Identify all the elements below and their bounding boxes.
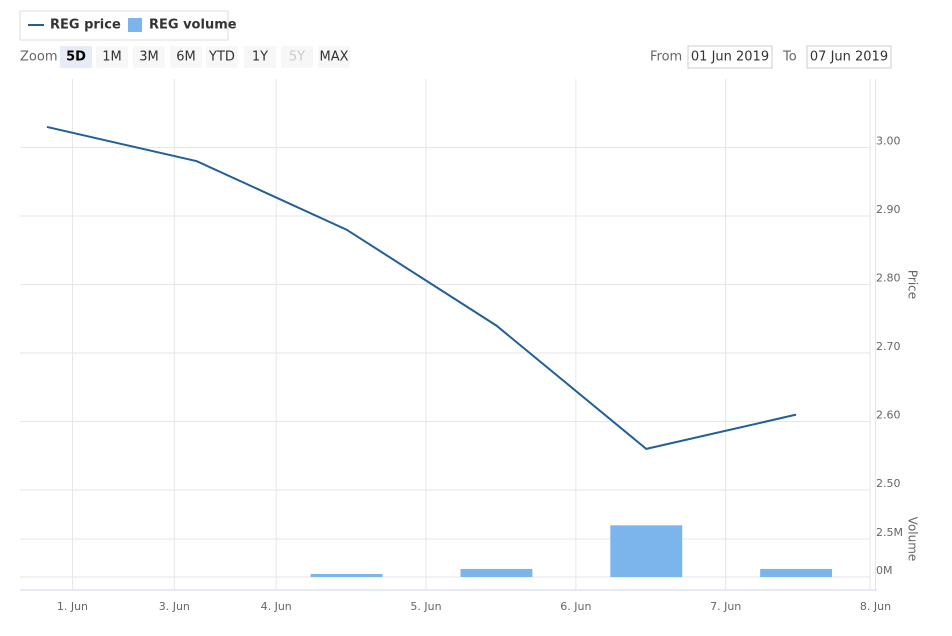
x-tick-label: 4. Jun bbox=[261, 600, 292, 613]
from-input[interactable] bbox=[687, 45, 773, 69]
zoom-button-label[interactable]: MAX bbox=[319, 50, 348, 65]
y-tick-label: 3.00 bbox=[876, 135, 901, 148]
volume-bar bbox=[760, 568, 833, 577]
price-line bbox=[46, 125, 797, 450]
y-tick-label: 2.60 bbox=[876, 409, 901, 422]
x-tick-label: 7. Jun bbox=[710, 600, 741, 613]
x-tick-label: 8. Jun bbox=[860, 600, 891, 613]
zoom-button-label[interactable]: 1Y bbox=[252, 50, 268, 65]
y-tick-label: 2.5M bbox=[876, 526, 903, 539]
y-axis-title: Volume bbox=[906, 517, 920, 562]
volume-bar bbox=[610, 525, 683, 577]
zoom-button-label[interactable]: 1M bbox=[102, 50, 122, 65]
zoom-button-label[interactable]: 6M bbox=[176, 50, 196, 65]
zoom-button bbox=[281, 46, 313, 68]
zoom-button[interactable] bbox=[206, 46, 238, 68]
zoom-button-label: 5Y bbox=[289, 50, 305, 65]
to-value[interactable]: 07 Jun 2019 bbox=[810, 50, 888, 65]
zoom-button-label[interactable]: YTD bbox=[208, 50, 235, 65]
y-tick-label: 2.70 bbox=[876, 340, 901, 353]
zoom-button[interactable] bbox=[133, 46, 165, 68]
to-label: To bbox=[782, 50, 797, 65]
from-label: From bbox=[650, 50, 682, 65]
y-tick-label: 0M bbox=[876, 564, 893, 577]
x-tick-label: 1. Jun bbox=[57, 600, 88, 613]
zoom-button[interactable] bbox=[96, 46, 128, 68]
zoom-button-label[interactable]: 3M bbox=[139, 50, 159, 65]
zoom-button[interactable] bbox=[318, 46, 350, 68]
y-tick-label: 2.90 bbox=[876, 203, 901, 216]
zoom-button[interactable] bbox=[60, 46, 92, 68]
volume-bar bbox=[310, 573, 383, 577]
zoom-label: Zoom bbox=[20, 50, 57, 65]
from-value[interactable]: 01 Jun 2019 bbox=[691, 50, 769, 65]
y-tick-label: 2.50 bbox=[876, 477, 901, 490]
zoom-button[interactable] bbox=[244, 46, 276, 68]
legend-box bbox=[19, 10, 229, 41]
y-tick-label: 2.80 bbox=[876, 272, 901, 285]
zoom-button-label[interactable]: 5D bbox=[66, 50, 86, 65]
x-tick-label: 3. Jun bbox=[159, 600, 190, 613]
y-axis-title: Price bbox=[906, 270, 920, 299]
legend-swatch[interactable] bbox=[128, 18, 142, 32]
legend-item[interactable]: REG volume bbox=[149, 18, 237, 33]
x-tick-label: 5. Jun bbox=[410, 600, 441, 613]
legend-item[interactable]: REG price bbox=[50, 18, 121, 33]
zoom-bar: Zoom bbox=[20, 50, 57, 65]
zoom-button[interactable] bbox=[170, 46, 202, 68]
x-tick-label: 6. Jun bbox=[560, 600, 591, 613]
volume-bar bbox=[460, 568, 533, 577]
to-input[interactable] bbox=[806, 45, 892, 69]
